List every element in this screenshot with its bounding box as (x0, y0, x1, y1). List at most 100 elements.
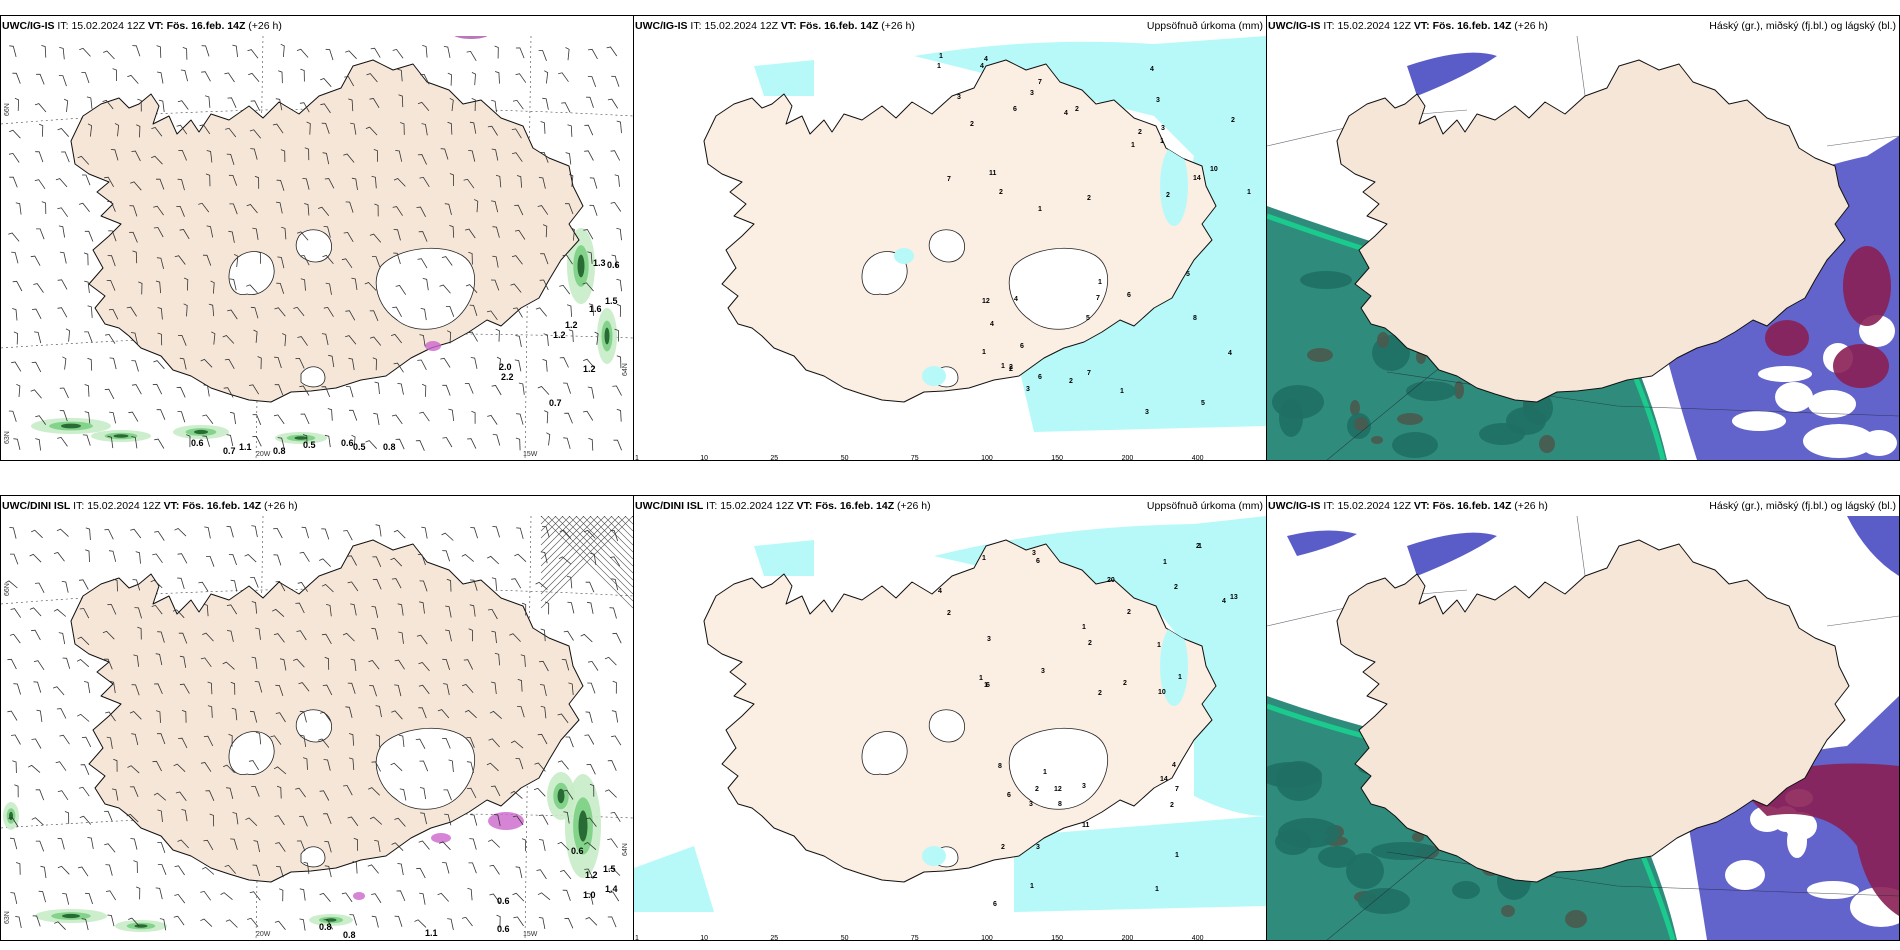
precip-value-label: 7 (1038, 79, 1042, 86)
map-svg (1267, 36, 1899, 460)
wind-speed-label: 0.6 (497, 896, 510, 906)
map-area: 66N 64N 63N 20W 15W 0.6 0.7 1.1 0.8 0.5 0.6 0.5 0.8 2… (1, 36, 633, 460)
field-title: Uppsöfnuð úrkoma (mm) (1146, 20, 1263, 32)
valid-time-label: VT: (780, 20, 797, 32)
wind-speed-label: 0.8 (383, 442, 396, 452)
wind-speed-label: 1.2 (585, 870, 598, 880)
longitude-label: 15W (523, 931, 538, 938)
wind-speed-label: 0.6 (571, 846, 584, 856)
precip-value-label: 13 (1230, 594, 1238, 601)
lead-time: (+26 h) (1514, 20, 1548, 32)
model-name: UWC/DINI ISL (635, 500, 704, 512)
valid-time: Fös. 16.feb. 14Z (182, 500, 262, 512)
precip-value-label: 14 (1160, 776, 1168, 783)
precip-value-label: 8 (1058, 801, 1062, 808)
legend-tick-label: 100 (981, 455, 993, 460)
legend-tick-label: 100 (981, 935, 993, 940)
precip-value-label: 7 (947, 176, 951, 183)
wind-speed-label: 0.7 (549, 398, 562, 408)
precip-value-label: 3 (1041, 668, 1045, 675)
map-area (1267, 516, 1899, 940)
wind-barbs (5, 524, 622, 931)
iceland-landmass (1336, 59, 1850, 403)
precip-value-label: 7 (1087, 370, 1091, 377)
wind-speed-label: 0.5 (353, 442, 366, 452)
precip-value-label: 2 (1075, 106, 1079, 113)
wind-speed-label: 0.8 (343, 930, 356, 940)
latitude-label: 64N (622, 843, 629, 856)
panel-title: UWC/IG-IS IT: 15.02.2024 12Z VT: Fös. 16… (634, 16, 1266, 36)
precip-value-label: 3 (1082, 783, 1086, 790)
precip-value-label: 1 (1160, 138, 1164, 145)
precip-legend: 1 10 25 50 75 100 150 200 400 (635, 455, 1204, 460)
latitude-label: 66N (4, 583, 11, 596)
precip-value-label: 4 (990, 321, 994, 328)
precip-legend: 1 10 25 50 75 100 150 200 400 (635, 935, 1204, 940)
precip-value-label: 2 (1123, 680, 1127, 687)
panel-title: UWC/DINI ISL IT: 15.02.2024 12Z VT: Fös.… (634, 496, 1266, 516)
precip-value-label: 12 (982, 298, 990, 305)
precip-value-label: 1 (1131, 142, 1135, 149)
glacier (861, 731, 908, 775)
precip-value-label: 2 (999, 189, 1003, 196)
valid-time-label: VT: (163, 500, 180, 512)
precip-value-label: 7 (1096, 295, 1100, 302)
glacier (295, 229, 333, 263)
precip-value-label: 12 (1054, 786, 1062, 793)
legend-tick-label: 25 (770, 935, 778, 940)
precip-value-label: 1 (1082, 624, 1086, 631)
model-name: UWC/IG-IS (2, 20, 55, 32)
legend-tick-label: 200 (1122, 455, 1134, 460)
legend-tick-label: 50 (841, 935, 849, 940)
legend-tick-label: 1 (635, 455, 639, 460)
wind-speed-label: 1.2 (553, 330, 566, 340)
legend-tick-label: 50 (841, 455, 849, 460)
precip-value-label: 2 (1009, 366, 1013, 373)
precip-value-label: 1 (1001, 363, 1005, 370)
precip-value-label: 3 (1026, 386, 1030, 393)
wind-speed-label: 1.2 (565, 320, 578, 330)
precip-value-label: 2 (1009, 364, 1013, 371)
wind-speed-label: 1.0 (583, 890, 596, 900)
precip-value-label: 8 (1193, 315, 1197, 322)
map-panel-precip-dini: UWC/DINI ISL IT: 15.02.2024 12Z VT: Fös.… (633, 495, 1267, 941)
map-panel-precip-igis: UWC/IG-IS IT: 15.02.2024 12Z VT: Fös. 16… (633, 15, 1267, 461)
precip-value-label: 2 (1001, 844, 1005, 851)
precip-value-label: 2 (1127, 609, 1131, 616)
iceland-landmass (1336, 539, 1850, 883)
precip-value-label: 3 (1029, 801, 1033, 808)
wind-speed-label: 1.3 (593, 258, 606, 268)
precip-value-label: 3 (1145, 409, 1149, 416)
init-time: 15.02.2024 12Z (1337, 20, 1411, 32)
longitude-label: 15W (523, 451, 538, 458)
glacier (300, 846, 326, 868)
legend-tick-label: 10 (700, 935, 708, 940)
legend-tick-label: 1 (635, 935, 639, 940)
init-time-label: IT: (1323, 20, 1335, 32)
map-svg (1267, 516, 1899, 940)
wind-speed-label: 1.1 (239, 442, 252, 452)
longitude-label: 20W (256, 931, 271, 938)
precip-value-label: 3 (1030, 90, 1034, 97)
init-time-label: IT: (73, 500, 85, 512)
wind-speed-label: 1.1 (425, 928, 438, 938)
init-time-label: IT: (1323, 500, 1335, 512)
precip-value-label: 1 (984, 682, 988, 689)
map-panel-wind-igis: UWC/IG-IS IT: 15.02.2024 12Z VT: Fös. 16… (0, 15, 634, 461)
precip-value-label: 1 (937, 63, 941, 70)
valid-time-label: VT: (147, 20, 164, 32)
precip-value-label: 1 (982, 555, 986, 562)
model-name: UWC/IG-IS (1268, 20, 1321, 32)
lead-time: (+26 h) (264, 500, 298, 512)
latitude-label: 66N (4, 103, 11, 116)
precip-value-label: 5 (1201, 400, 1205, 407)
valid-time-label: VT: (1413, 20, 1430, 32)
wind-speed-label: 0.6 (497, 924, 510, 934)
precip-value-label: 2 (1035, 786, 1039, 793)
precip-value-label: 10 (1158, 689, 1166, 696)
precip-value-label: 1 (1155, 886, 1159, 893)
precip-value-label: 2 (1069, 378, 1073, 385)
precip-value-label: 1 (1038, 206, 1042, 213)
precip-value-label: 4 (1222, 598, 1226, 605)
